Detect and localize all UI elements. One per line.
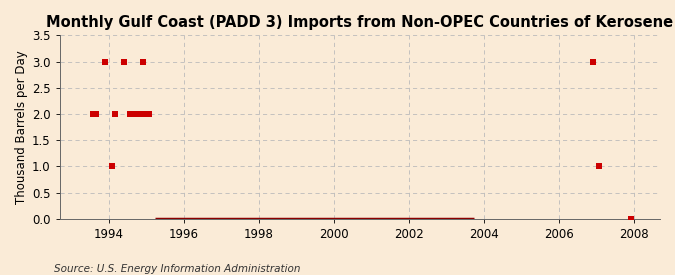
Title: Monthly Gulf Coast (PADD 3) Imports from Non-OPEC Countries of Kerosene: Monthly Gulf Coast (PADD 3) Imports from… xyxy=(47,15,674,30)
Point xyxy=(128,112,139,116)
Point xyxy=(88,112,99,116)
Point xyxy=(140,112,151,116)
Text: Source: U.S. Energy Information Administration: Source: U.S. Energy Information Administ… xyxy=(54,264,300,274)
Y-axis label: Thousand Barrels per Day: Thousand Barrels per Day xyxy=(15,50,28,204)
Point xyxy=(588,59,599,64)
Point xyxy=(100,59,111,64)
Point xyxy=(132,112,142,116)
Point xyxy=(144,112,155,116)
Point xyxy=(106,164,117,169)
Point xyxy=(119,59,130,64)
Point xyxy=(134,112,145,116)
Point xyxy=(594,164,605,169)
Point xyxy=(625,216,636,221)
Point xyxy=(138,59,148,64)
Point xyxy=(90,112,101,116)
Point xyxy=(125,112,136,116)
Point xyxy=(109,112,120,116)
